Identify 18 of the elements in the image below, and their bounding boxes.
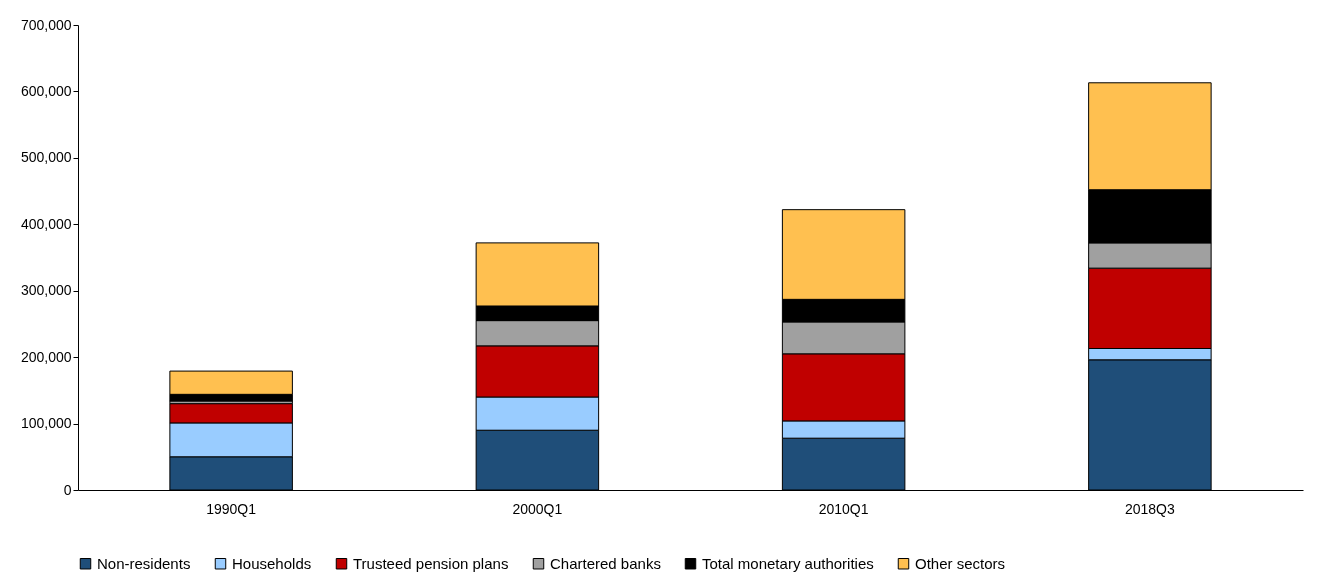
y-tick-label: 700,000 <box>20 16 72 33</box>
y-tick-label: 100,000 <box>20 415 72 432</box>
legend-label: Total monetary authorities <box>702 554 874 572</box>
legend-label: Chartered banks <box>550 554 661 572</box>
legend-label: Trusteed pension plans <box>353 554 509 572</box>
y-tick-label: 200,000 <box>20 348 72 365</box>
legend-label: Non-residents <box>97 554 191 572</box>
y-tick-label: 400,000 <box>20 215 72 232</box>
x-tick-label: 1990Q1 <box>206 500 257 517</box>
legend-label: Other sectors <box>915 554 1006 572</box>
x-tick-label: 2018Q3 <box>1124 500 1175 517</box>
y-tick-label: 300,000 <box>20 282 72 299</box>
x-tick-label: 2010Q1 <box>818 500 869 517</box>
y-tick-label: 600,000 <box>20 82 72 99</box>
y-tick-label: 0 <box>63 481 72 498</box>
y-tick-label: 500,000 <box>20 149 72 166</box>
legend-label: Households <box>232 554 312 572</box>
x-tick-label: 2000Q1 <box>512 500 563 517</box>
